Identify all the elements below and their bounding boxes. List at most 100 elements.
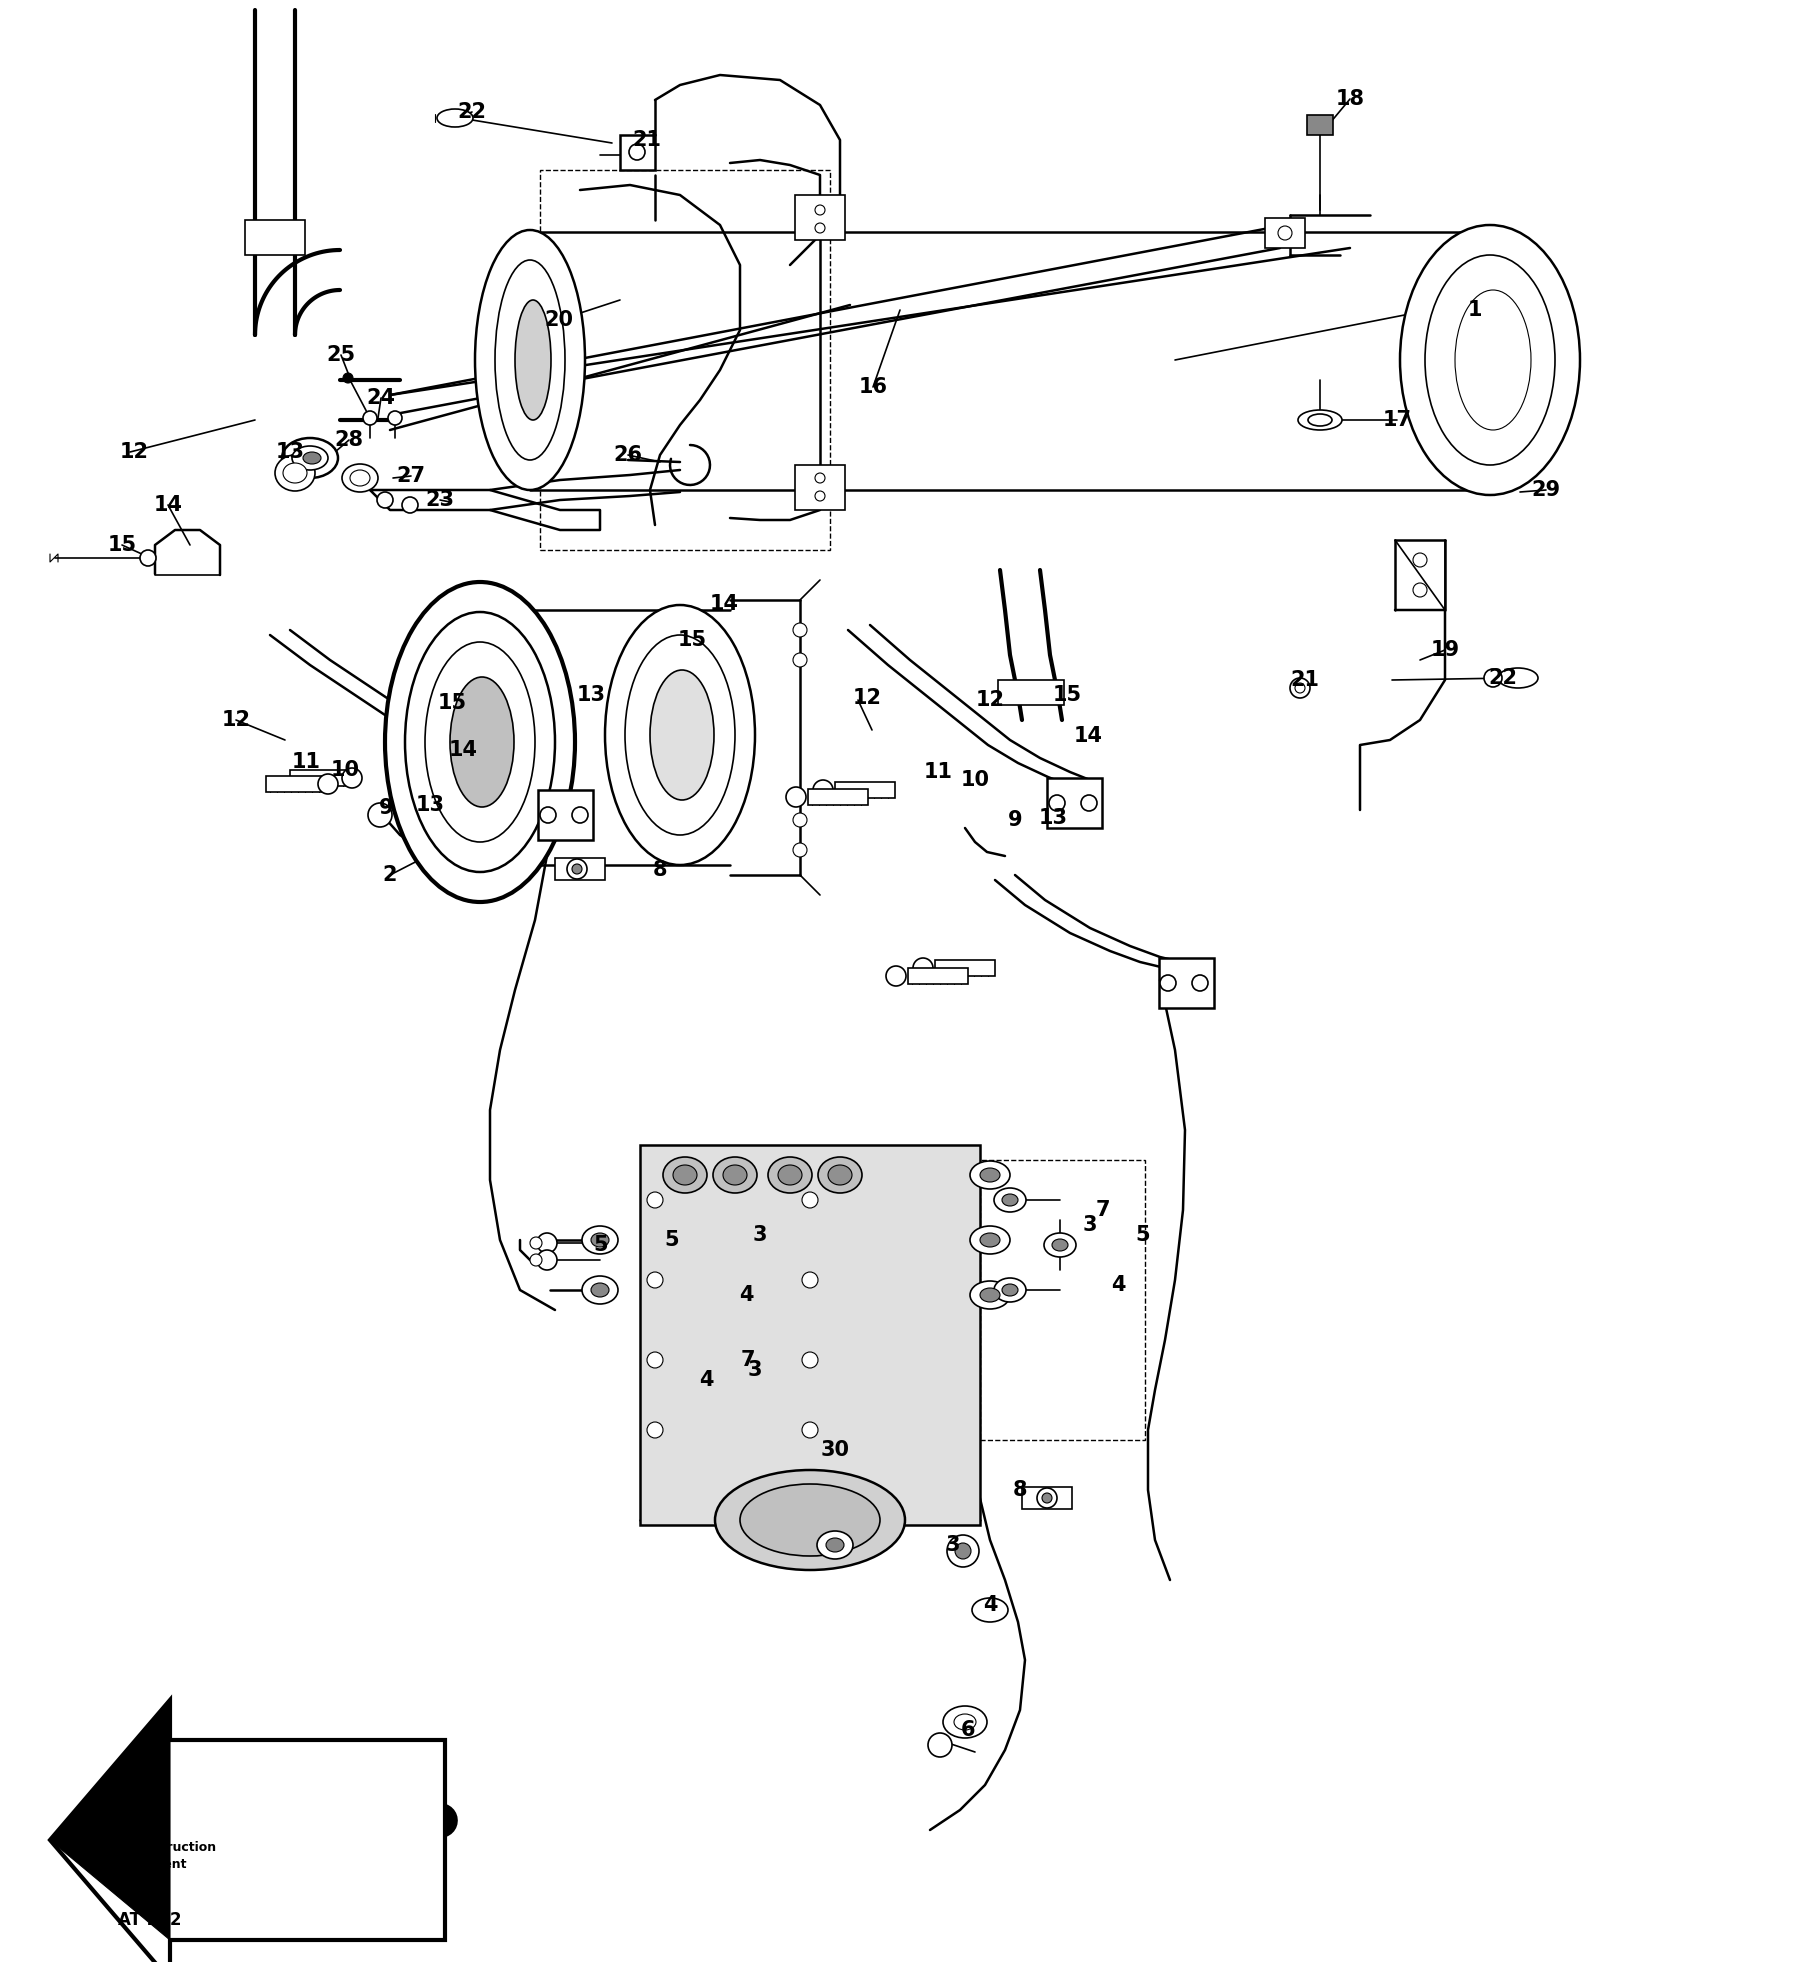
Ellipse shape [994,1277,1027,1303]
Text: 26: 26 [613,445,642,465]
Circle shape [814,204,825,216]
Ellipse shape [972,1597,1009,1623]
Circle shape [648,1422,662,1438]
Text: 15: 15 [1052,685,1081,704]
Ellipse shape [980,1167,1000,1181]
Ellipse shape [1052,1238,1068,1252]
Circle shape [1413,553,1428,567]
Ellipse shape [606,604,755,865]
Ellipse shape [673,1165,697,1185]
Bar [998,681,1065,704]
Circle shape [814,473,825,483]
Text: 7: 7 [1096,1201,1110,1220]
Ellipse shape [767,1158,813,1193]
Text: 5: 5 [1136,1224,1150,1246]
Circle shape [648,1193,662,1209]
Ellipse shape [626,636,735,836]
Circle shape [388,410,403,426]
Circle shape [403,496,417,512]
Circle shape [530,1254,542,1265]
Text: 25: 25 [327,345,356,365]
Ellipse shape [818,1158,862,1193]
Ellipse shape [350,471,370,487]
Bar [555,857,606,881]
Text: 13: 13 [415,795,444,814]
Bar [539,791,593,840]
Ellipse shape [1498,667,1538,689]
Circle shape [648,1271,662,1287]
Circle shape [802,1422,818,1438]
Ellipse shape [283,463,307,483]
Ellipse shape [385,583,575,903]
Ellipse shape [724,1165,747,1185]
Text: AT 262: AT 262 [118,1911,181,1929]
Text: 5: 5 [593,1234,608,1256]
Circle shape [1295,683,1304,693]
Circle shape [568,859,588,879]
Circle shape [530,1236,542,1250]
Circle shape [885,965,905,987]
Ellipse shape [582,1226,619,1254]
Text: 14: 14 [1074,726,1103,746]
Circle shape [140,549,156,565]
Bar [795,465,845,510]
Ellipse shape [343,463,377,492]
Ellipse shape [405,612,555,871]
Circle shape [343,373,354,383]
Text: 18: 18 [1335,88,1364,110]
Bar [541,171,831,549]
Text: 30: 30 [820,1440,849,1460]
Text: 12: 12 [853,689,882,708]
Text: 15: 15 [677,630,707,649]
Ellipse shape [1455,290,1531,430]
Ellipse shape [715,1470,905,1570]
Ellipse shape [713,1158,756,1193]
Bar [1159,957,1214,1008]
Circle shape [793,844,807,857]
Ellipse shape [1001,1195,1018,1207]
Circle shape [1413,583,1428,596]
Text: 3: 3 [1083,1214,1097,1234]
Ellipse shape [292,445,328,471]
Text: 8: 8 [653,859,668,881]
Polygon shape [51,1699,444,1962]
Ellipse shape [662,1158,707,1193]
Bar [834,783,894,799]
Circle shape [802,1352,818,1368]
Bar [1308,116,1333,135]
Bar [620,135,655,171]
Circle shape [541,806,557,822]
Text: 1: 1 [1468,300,1482,320]
Text: 3: 3 [747,1360,762,1379]
Bar [640,1146,980,1524]
Circle shape [537,1250,557,1269]
Text: 4: 4 [738,1285,753,1305]
Text: 28: 28 [334,430,363,449]
Ellipse shape [276,455,316,490]
Bar [807,789,869,804]
Ellipse shape [1045,1232,1076,1258]
Circle shape [1159,975,1175,991]
Circle shape [1038,1487,1058,1509]
Ellipse shape [740,1483,880,1556]
Text: 10: 10 [960,769,989,791]
Text: 8: 8 [1012,1479,1027,1501]
Text: 5: 5 [664,1230,678,1250]
Circle shape [1048,795,1065,810]
Ellipse shape [281,438,337,479]
Ellipse shape [368,802,392,828]
Bar [1021,1487,1072,1509]
Ellipse shape [1400,226,1580,494]
Text: 17: 17 [1382,410,1411,430]
Ellipse shape [437,110,473,128]
Circle shape [802,1271,818,1287]
Ellipse shape [582,1275,619,1305]
Text: 16: 16 [858,377,887,396]
Text: 12: 12 [221,710,250,730]
Text: 9: 9 [379,799,394,818]
Circle shape [317,773,337,795]
Circle shape [785,787,805,806]
Circle shape [343,767,363,789]
Text: 23: 23 [426,490,455,510]
Ellipse shape [778,1165,802,1185]
